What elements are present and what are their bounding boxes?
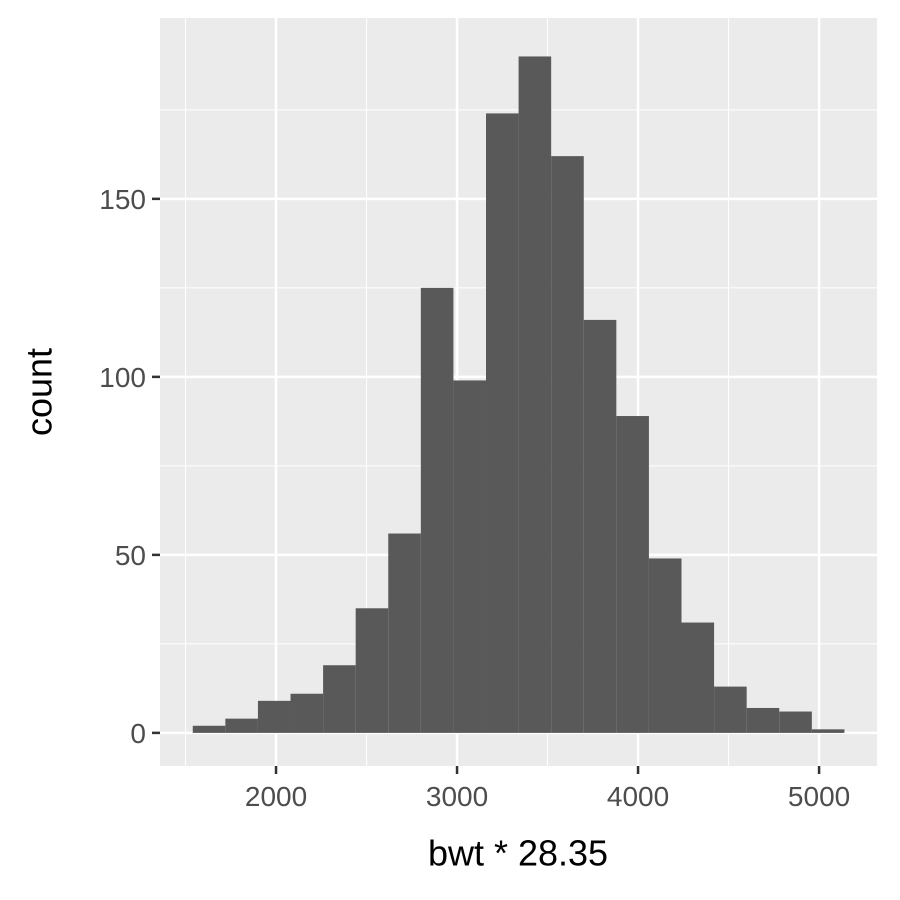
bar xyxy=(811,729,845,733)
y-tick-label: 50 xyxy=(115,540,146,571)
y-tick-label: 150 xyxy=(99,184,146,215)
y-tick-label: 100 xyxy=(99,362,146,393)
bar xyxy=(648,558,682,733)
bar xyxy=(779,711,812,733)
bar xyxy=(290,693,324,733)
bar xyxy=(225,718,258,733)
y-tick-label: 0 xyxy=(130,718,146,749)
bar xyxy=(192,725,226,733)
bar xyxy=(714,686,747,733)
bar xyxy=(323,665,356,733)
bar xyxy=(518,56,552,733)
bar xyxy=(681,622,715,733)
bar xyxy=(486,113,519,733)
bar xyxy=(420,287,454,733)
bar xyxy=(583,319,617,733)
bar xyxy=(746,707,780,733)
x-tick-label: 2000 xyxy=(245,781,307,812)
bar xyxy=(453,380,487,733)
y-axis-title: count xyxy=(19,348,60,436)
x-tick-label: 5000 xyxy=(788,781,850,812)
bar xyxy=(616,416,649,733)
x-axis-title: bwt * 28.35 xyxy=(428,833,608,874)
bar xyxy=(257,700,291,733)
bar xyxy=(551,156,584,733)
x-tick-label: 4000 xyxy=(607,781,669,812)
x-tick-label: 3000 xyxy=(426,781,488,812)
bar xyxy=(388,533,421,733)
bar xyxy=(355,608,389,733)
